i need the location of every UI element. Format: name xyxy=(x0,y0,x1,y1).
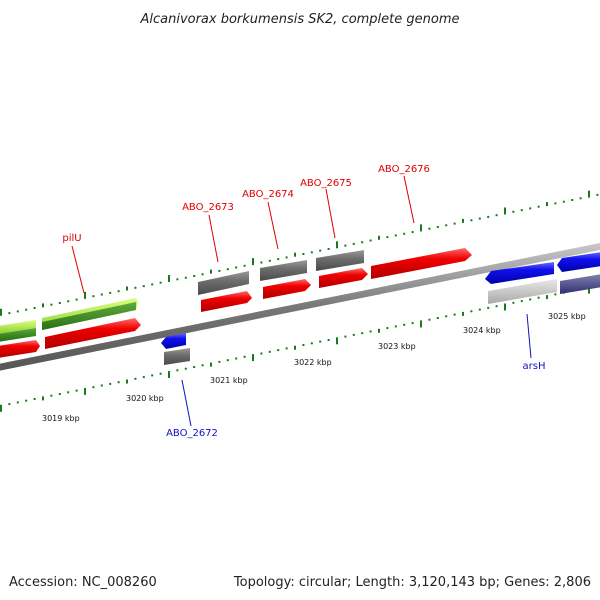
gene-box xyxy=(316,250,364,271)
label-leader-lines xyxy=(71,175,532,427)
gene-ABO_2674-features[interactable] xyxy=(260,260,311,299)
gene-box xyxy=(260,260,307,281)
gene-ABO_2672-features[interactable] xyxy=(161,333,190,365)
gene-label-ABO_2675[interactable]: ABO_2675 xyxy=(300,178,352,189)
gene-ABO_2676-features[interactable] xyxy=(371,248,472,279)
gene-label-ABO_2676[interactable]: ABO_2676 xyxy=(378,164,430,175)
gene-box xyxy=(164,348,190,365)
gene-label-ABO_2674[interactable]: ABO_2674 xyxy=(242,189,294,200)
tick-label: 3019 kbp xyxy=(42,414,80,423)
leader-line xyxy=(208,214,219,263)
tick-label-group: 3019 kbp 3020 kbp 3021 kbp 3022 kbp 3023… xyxy=(42,312,586,423)
leader-line xyxy=(71,245,85,294)
tick-label: 3022 kbp xyxy=(294,358,332,367)
gene-box xyxy=(198,271,249,295)
tick-label: 3023 kbp xyxy=(378,342,416,351)
gene-box xyxy=(488,279,557,304)
map-title: Alcanivorax borkumensis SK2, complete ge… xyxy=(139,12,459,27)
cds-forward-arrow xyxy=(0,340,40,358)
gene-ABO_2675-features[interactable] xyxy=(316,250,368,288)
leader-line xyxy=(325,188,336,239)
tick-label: 3021 kbp xyxy=(210,376,248,385)
feature-highlight-dark xyxy=(42,302,136,330)
tick-label: 3025 kbp xyxy=(548,312,586,321)
gene-box xyxy=(560,274,600,294)
genome-summary-text: Topology: circular; Length: 3,120,143 bp… xyxy=(233,575,591,590)
gene-label-ABO_2673[interactable]: ABO_2673 xyxy=(182,202,234,213)
leader-line xyxy=(267,201,279,250)
gene-label-arsH[interactable]: arsH xyxy=(523,361,546,372)
gene-pilU-features[interactable] xyxy=(0,298,141,358)
gene-arsH-features[interactable] xyxy=(485,252,600,304)
leader-line xyxy=(181,379,192,427)
cds-forward-arrow xyxy=(263,279,311,299)
cds-forward-arrow xyxy=(319,268,368,288)
tick-label: 3024 kbp xyxy=(463,326,501,335)
leader-line xyxy=(526,313,532,359)
leader-line xyxy=(403,175,415,224)
gene-label-group: pilU ABO_2673 ABO_2674 ABO_2675 ABO_2676… xyxy=(62,164,545,439)
cds-forward-arrow xyxy=(371,248,472,279)
cds-forward-arrow xyxy=(45,318,141,349)
feature-highlight-light xyxy=(0,320,36,334)
feature-highlight-dark xyxy=(0,328,36,342)
gene-label-ABO_2672[interactable]: ABO_2672 xyxy=(166,428,218,439)
cds-reverse-arrow xyxy=(557,252,600,272)
outer-tick-track xyxy=(0,190,599,316)
cds-forward-arrow xyxy=(201,291,252,312)
cds-reverse-arrow xyxy=(485,262,554,284)
gene-label-pilU[interactable]: pilU xyxy=(62,233,81,244)
genome-backbone xyxy=(0,243,600,371)
cds-reverse-arrow xyxy=(161,333,186,349)
gene-ABO_2673-features[interactable] xyxy=(198,271,252,312)
tick-label: 3020 kbp xyxy=(126,394,164,403)
accession-text: Accession: NC_008260 xyxy=(9,575,157,590)
